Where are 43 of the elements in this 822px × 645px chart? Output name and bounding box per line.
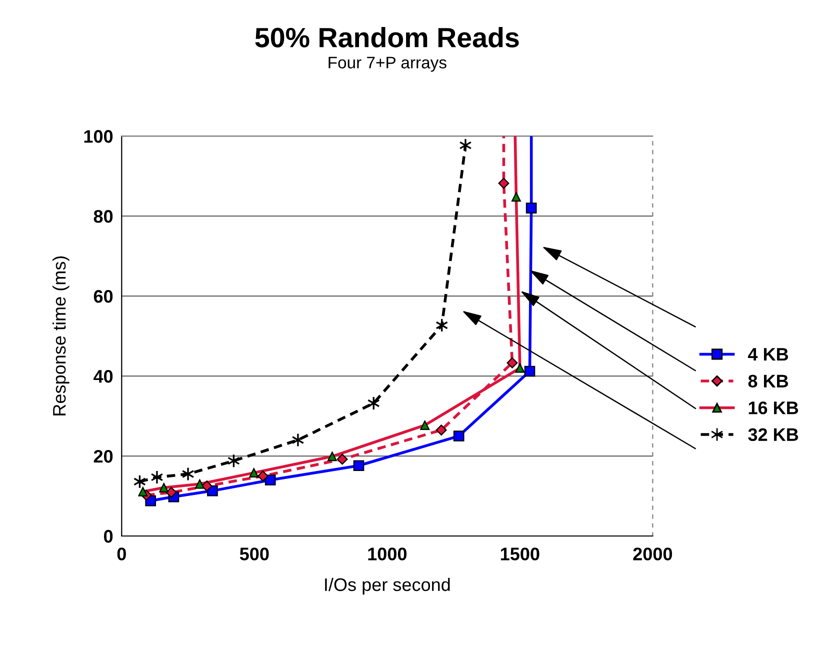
legend-label: 4 KB xyxy=(748,348,788,361)
point xyxy=(511,192,521,202)
x-tick-label: 2000 xyxy=(633,548,672,560)
x-axis-title: I/Os per second xyxy=(325,578,450,595)
point xyxy=(515,363,525,373)
y-tick-label: 100 xyxy=(84,130,113,143)
point xyxy=(506,357,518,368)
x-tick-label: 1500 xyxy=(500,548,540,560)
point xyxy=(524,366,536,377)
y-tick-label: 40 xyxy=(94,370,113,383)
x-tick-label: 0 xyxy=(117,548,126,560)
point xyxy=(150,470,164,484)
y-tick-label: 60 xyxy=(94,290,113,303)
legend-label: 16 KB xyxy=(748,401,798,414)
legend-label: 8 KB xyxy=(748,374,788,388)
point xyxy=(138,486,148,496)
y-axis-title: Response time (ms) xyxy=(52,256,70,416)
point xyxy=(182,466,194,482)
point xyxy=(336,454,348,465)
point xyxy=(292,432,304,448)
point xyxy=(249,468,259,478)
point xyxy=(459,138,472,152)
point xyxy=(159,482,169,492)
x-tick-label: 500 xyxy=(240,548,269,560)
y-tick-label: 0 xyxy=(104,530,113,543)
point xyxy=(257,470,268,482)
point xyxy=(436,424,447,436)
point xyxy=(166,486,177,498)
point xyxy=(453,430,464,442)
point xyxy=(201,480,212,492)
chart-title: 50% Random Reads xyxy=(255,27,519,48)
point xyxy=(420,420,430,430)
x-tick-label: 1000 xyxy=(368,548,407,560)
y-tick-label: 20 xyxy=(94,450,113,463)
point xyxy=(498,178,510,189)
chart-subtitle: Four 7+P arrays xyxy=(328,56,446,72)
point xyxy=(264,474,276,486)
y-tick-label: 80 xyxy=(94,210,113,223)
point xyxy=(353,460,364,472)
point xyxy=(194,479,204,489)
point xyxy=(526,202,537,214)
point xyxy=(327,452,337,462)
legend-label: 32 KB xyxy=(748,428,798,442)
